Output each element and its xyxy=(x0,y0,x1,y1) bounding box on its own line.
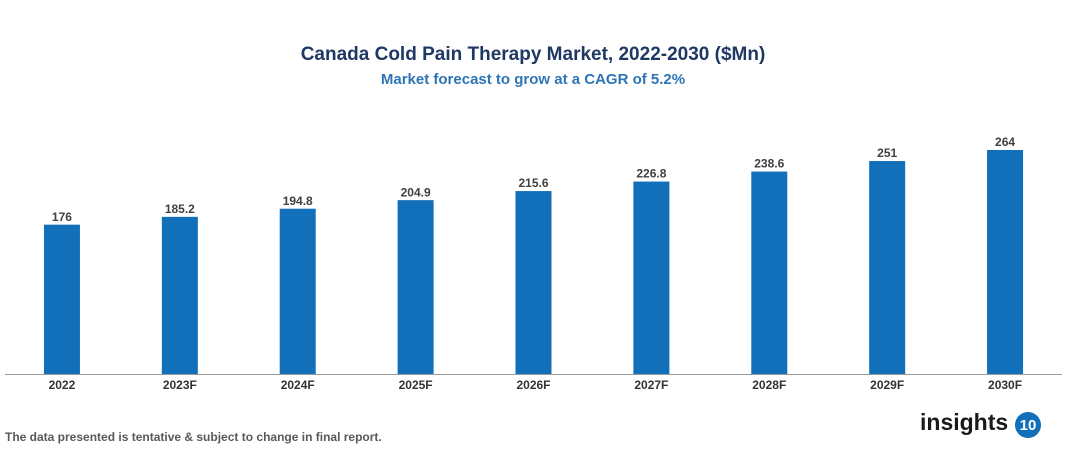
bar xyxy=(987,150,1024,374)
value-label: 176 xyxy=(52,210,72,224)
value-label: 251 xyxy=(877,146,897,160)
value-label: 204.9 xyxy=(401,185,431,199)
chart-title: Canada Cold Pain Therapy Market, 2022-20… xyxy=(301,44,766,65)
bar xyxy=(161,216,198,374)
x-tick-label: 2025F xyxy=(399,378,433,392)
x-tick-label: 2023F xyxy=(163,378,197,392)
x-tick-label: 2028F xyxy=(752,378,786,392)
bar xyxy=(397,200,434,374)
x-tick-label: 2029F xyxy=(870,378,904,392)
x-tick-label: 2022 xyxy=(49,378,76,392)
bar xyxy=(633,181,670,374)
bar xyxy=(751,171,788,374)
logo-badge xyxy=(1015,412,1041,438)
x-tick-label: 2027F xyxy=(634,378,668,392)
logo-text: insights xyxy=(920,409,1008,435)
x-tick-label: 2030F xyxy=(988,378,1022,392)
value-label: 226.8 xyxy=(636,167,666,181)
value-label: 215.6 xyxy=(518,176,548,190)
footnote: The data presented is tentative & subjec… xyxy=(5,430,382,444)
x-tick-label: 2024F xyxy=(281,378,315,392)
x-tick-label: 2026F xyxy=(516,378,550,392)
bar xyxy=(869,161,906,374)
value-label: 238.6 xyxy=(754,157,784,171)
chart-subtitle: Market forecast to grow at a CAGR of 5.2… xyxy=(381,71,685,88)
bar xyxy=(279,208,316,374)
bar xyxy=(43,224,80,374)
logo-number: 10 xyxy=(1020,417,1037,434)
value-label: 185.2 xyxy=(165,202,195,216)
value-label: 264 xyxy=(995,135,1015,149)
bar xyxy=(515,191,552,374)
value-label: 194.8 xyxy=(283,194,313,208)
